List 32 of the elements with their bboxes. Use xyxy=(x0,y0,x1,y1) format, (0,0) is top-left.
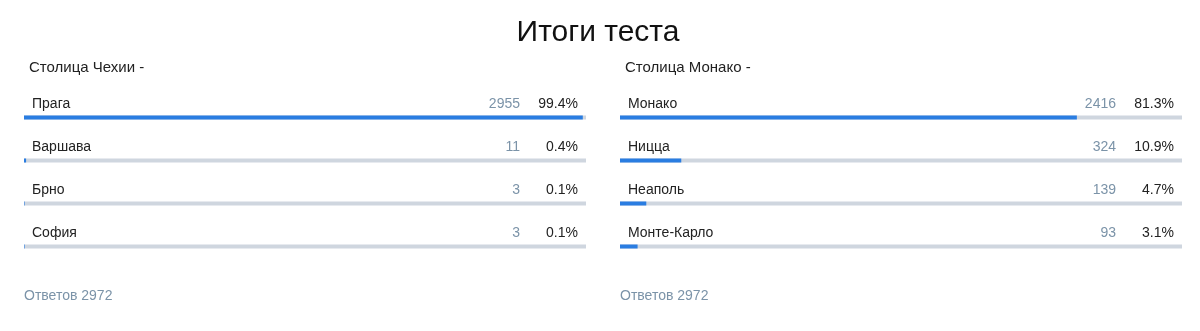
bar xyxy=(620,201,647,206)
data-label: 93 xyxy=(1100,223,1117,240)
y-tick-label: Монте-Карло xyxy=(628,223,714,240)
y-tick-label: София xyxy=(32,223,77,240)
y-tick-label: Неаполь xyxy=(628,180,685,197)
data-label: 2416 xyxy=(1084,94,1117,111)
y-tick-label: Брно xyxy=(32,180,65,197)
chart-subtitle: Столица Чехии - xyxy=(29,58,145,75)
annotation: 0.4% xyxy=(546,137,578,154)
text: Ответов 2972 xyxy=(24,287,113,303)
y-tick-label: Варшава xyxy=(32,137,92,154)
annotation: 99.4% xyxy=(538,94,578,111)
chart-subtitle: Столица Монако - xyxy=(625,58,751,75)
data-label: 3 xyxy=(512,180,521,197)
bar xyxy=(620,244,638,249)
y-tick-label: Монако xyxy=(628,94,678,111)
data-label: 11 xyxy=(505,137,521,154)
y-tick-label: Ницца xyxy=(628,137,670,154)
text: 10.9% xyxy=(1134,137,1174,154)
data-label: 139 xyxy=(1092,180,1117,197)
text: Ответов 2972 xyxy=(620,287,709,303)
chart-title: Итоги теста xyxy=(515,13,681,48)
data-label: 2955 xyxy=(488,94,521,111)
text: 3.1% xyxy=(1142,223,1174,240)
data-label: 3 xyxy=(512,223,521,240)
y-tick-label: Прага xyxy=(32,94,71,111)
data-label: 324 xyxy=(1092,137,1117,154)
annotation: 0.1% xyxy=(546,180,578,197)
text: 4.7% xyxy=(1142,180,1174,197)
annotation: 0.1% xyxy=(546,223,578,240)
bar xyxy=(620,158,682,163)
text: 81.3% xyxy=(1134,94,1174,111)
